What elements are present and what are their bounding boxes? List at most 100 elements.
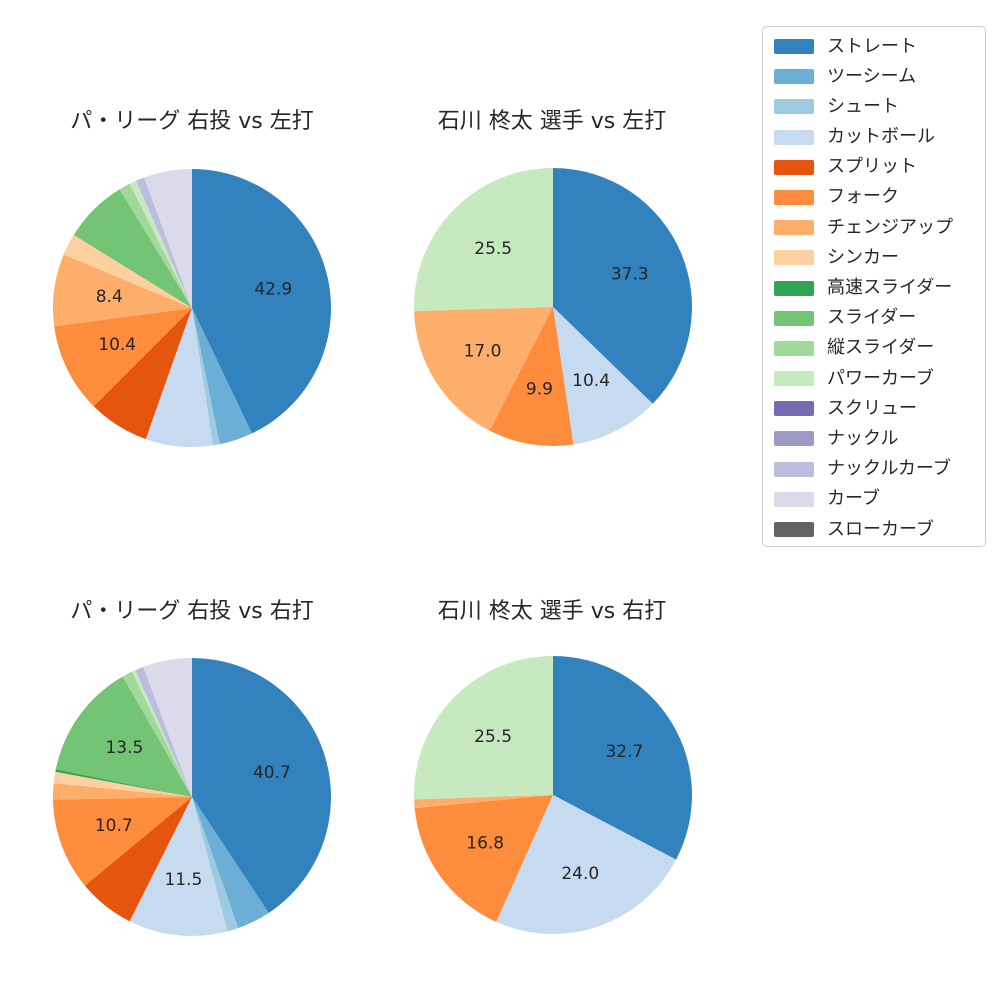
legend-label: パワーカーブ	[827, 367, 934, 389]
legend-swatch	[774, 189, 814, 205]
pie-slice-value-label: 10.4	[98, 335, 136, 355]
pie-slice-フォーク	[489, 307, 574, 446]
legend-label: スライダー	[827, 307, 917, 329]
pie-slice-value-label: 10.4	[572, 371, 610, 391]
legend-item: 高速スライダー	[774, 277, 975, 298]
chart-title-pa-league-vs-left: パ・リーグ 右投 vs 左打	[70, 109, 314, 134]
legend-item: カットボール	[774, 126, 975, 148]
legend-item: スクリュー	[774, 397, 975, 419]
legend-item: ストレート	[774, 35, 975, 57]
legend-label: カーブ	[827, 488, 880, 510]
pie-slice-カットボール	[553, 307, 653, 445]
legend-label: カットボール	[827, 126, 935, 148]
legend-item: パワーカーブ	[774, 367, 975, 389]
legend-label: フォーク	[827, 186, 899, 208]
pie-slice-パワーカーブ	[414, 656, 553, 800]
legend-label: スローカーブ	[827, 518, 934, 540]
pie-slice-value-label: 24.0	[561, 864, 599, 884]
chart-title-ishikawa-vs-right: 石川 柊太 選手 vs 右打	[437, 599, 667, 624]
pie-slice-チェンジアップ	[52, 783, 192, 800]
pie-slice-ナックルカーブ	[135, 666, 192, 797]
legend-swatch	[774, 69, 814, 85]
pie-chart-pa-league-vs-left: 42.9 10.4 8.4	[53, 169, 332, 447]
legend-swatch	[774, 129, 814, 145]
pie-slice-カーブ	[144, 169, 192, 308]
pie-slice-チェンジアップ	[414, 795, 553, 809]
pie-slice-value-label: 37.3	[611, 265, 649, 285]
legend-swatch	[774, 431, 814, 447]
pie-slice-value-label: 25.5	[474, 727, 512, 747]
pie-slice-カットボール	[129, 797, 228, 936]
pie-slice-value-label: 10.7	[95, 816, 133, 836]
pie-slice-カットボール	[496, 795, 677, 934]
legend-item: ナックル	[774, 427, 975, 449]
legend-swatch	[774, 280, 814, 296]
legend-item: スローカーブ	[774, 518, 975, 540]
pie-slice-高速スライダー	[55, 769, 192, 797]
legend-item: フォーク	[774, 186, 975, 208]
pie-slice-パワーカーブ	[132, 670, 192, 797]
pie-slice-シンカー	[63, 235, 192, 308]
legend-label: シュート	[827, 95, 899, 117]
pie-slice-チェンジアップ	[53, 254, 193, 327]
pie-slice-value-label: 32.7	[605, 742, 643, 762]
legend-swatch	[774, 461, 814, 477]
legend-item: カーブ	[774, 488, 975, 510]
legend-label: スクリュー	[827, 397, 917, 419]
pie-slice-value-label: 11.5	[164, 870, 202, 890]
legend-item: スプリット	[774, 158, 975, 176]
pie-slice-シュート	[192, 797, 239, 932]
pie-slice-value-label: 42.9	[254, 280, 292, 300]
legend-swatch	[774, 250, 814, 266]
pie-slice-カーブ	[143, 658, 192, 797]
legend-item: チェンジアップ	[774, 216, 975, 238]
legend-item: 縦スライダー	[774, 337, 975, 359]
legend-label: ストレート	[827, 35, 917, 57]
pie-slice-value-label: 40.7	[253, 763, 291, 783]
legend-swatch	[774, 220, 814, 236]
legend-swatch	[774, 159, 814, 175]
legend-swatch	[774, 310, 814, 326]
pie-chart-ishikawa-vs-right: 32.7 24.0 16.8 25.5	[414, 656, 693, 934]
pie-slice-パワーカーブ	[413, 168, 553, 312]
pie-slice-縦スライダー	[122, 671, 192, 797]
legend-label: ナックルカーブ	[827, 458, 951, 480]
pie-slice-スライダー	[73, 189, 192, 308]
legend-label: ナックル	[827, 427, 899, 449]
pie-slice-パワーカーブ	[129, 180, 192, 308]
pie-slice-フォーク	[54, 308, 193, 407]
pie-slice-スライダー	[55, 676, 192, 797]
pie-slice-ストレート	[192, 658, 332, 913]
legend: ストレート ツーシーム シュート カットボール スプリット フォーク チェンジアップ シンカー…	[762, 26, 986, 547]
pie-slice-スプリット	[93, 308, 192, 440]
pie-slice-フォーク	[414, 795, 553, 922]
pie-slice-縦スライダー	[119, 183, 192, 308]
legend-item: シュート	[774, 95, 975, 117]
legend-swatch	[774, 39, 814, 54]
pie-slice-ツーシーム	[192, 797, 269, 929]
legend-swatch	[774, 371, 814, 387]
legend-swatch	[774, 522, 814, 537]
pie-slice-ストレート	[192, 169, 332, 434]
pie-slice-フォーク	[53, 797, 192, 886]
pie-chart-ishikawa-vs-left: 37.3 10.4 9.9 17.0 25.5	[413, 168, 692, 446]
pie-slice-シンカー	[53, 771, 193, 797]
legend-item: ナックルカーブ	[774, 458, 975, 480]
pie-slice-カットボール	[145, 308, 213, 447]
legend-label: 高速スライダー	[827, 277, 953, 298]
pie-slice-ストレート	[553, 656, 693, 860]
legend-item: シンカー	[774, 248, 975, 266]
pie-slice-value-label: 13.5	[105, 738, 143, 758]
legend-swatch	[774, 99, 814, 115]
legend-swatch	[774, 401, 814, 417]
legend-item: スライダー	[774, 307, 975, 329]
pie-slice-value-label: 9.9	[526, 379, 553, 399]
legend-label: チェンジアップ	[827, 216, 953, 238]
pie-slice-ツーシーム	[192, 308, 252, 445]
pie-slice-value-label: 17.0	[464, 342, 502, 362]
chart-title-ishikawa-vs-left: 石川 柊太 選手 vs 左打	[437, 109, 667, 134]
legend-swatch	[774, 491, 814, 507]
legend-label: 縦スライダー	[827, 337, 935, 359]
pie-slice-シュート	[192, 308, 220, 446]
